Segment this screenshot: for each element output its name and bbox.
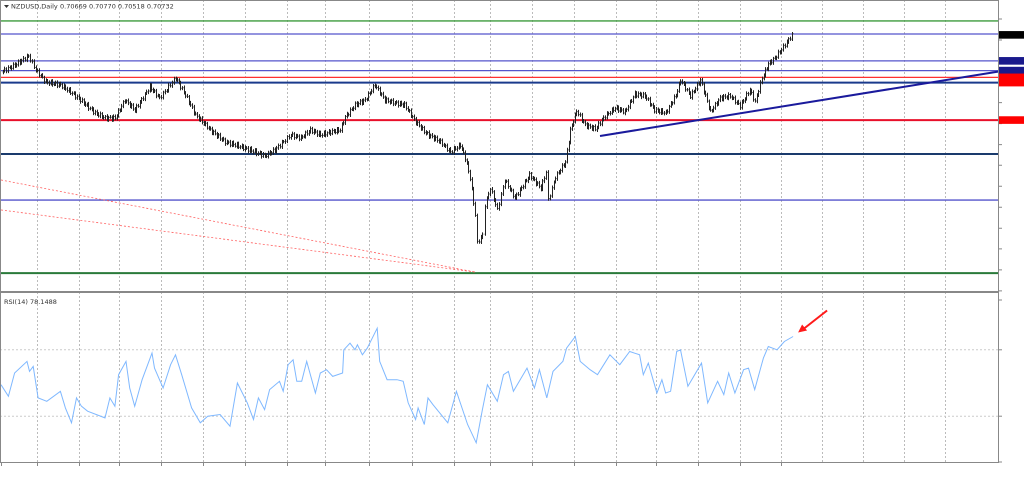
- symbol-label: NZDUSD,Daily: [11, 3, 58, 11]
- time-axis[interactable]: [1, 462, 782, 466]
- price-tag: [999, 73, 1024, 82]
- arrow-head-icon: [798, 324, 808, 333]
- dropdown-triangle-icon[interactable]: [4, 5, 9, 8]
- price-tag: [999, 78, 1024, 87]
- trendlines[interactable]: [0, 70, 999, 273]
- rsi-axis: [998, 299, 1002, 463]
- rsi-label: RSI(14) 78.1488: [4, 298, 57, 306]
- ohlc-values: 0.70669 0.70770 0.70518 0.70732: [60, 3, 174, 11]
- red-arrow-annotation: [798, 309, 828, 333]
- price-tag: [999, 57, 1024, 65]
- price-bars: [2, 31, 794, 244]
- price-tag: [999, 66, 1024, 75]
- rsi-line: [0, 326, 794, 445]
- horizontal-levels[interactable]: [0, 20, 998, 275]
- price-tag: [999, 116, 1024, 124]
- price-axis[interactable]: [998, 18, 1024, 292]
- rsi-indicator: [0, 326, 794, 445]
- trendline[interactable]: [599, 70, 999, 137]
- arrow-shaft: [803, 309, 828, 330]
- trendline[interactable]: [0, 179, 476, 273]
- price-tag: [999, 31, 1024, 39]
- chart-header: NZDUSD,Daily 0.70669 0.70770 0.70518 0.7…: [4, 3, 174, 11]
